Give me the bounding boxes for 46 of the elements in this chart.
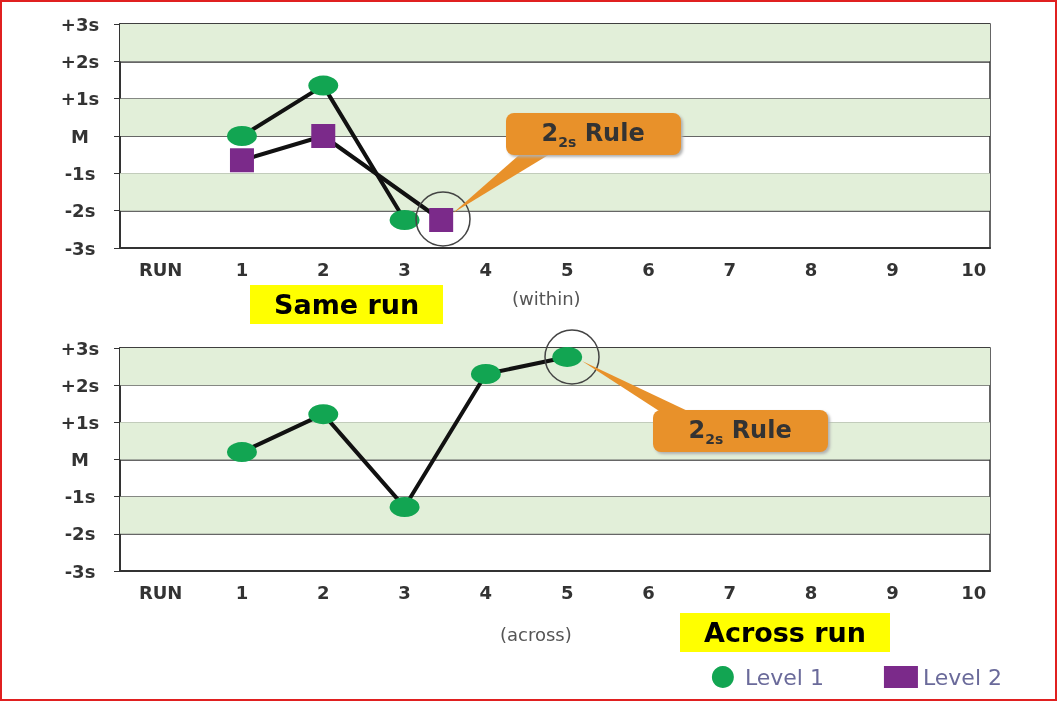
annotation: 2$_{2s}$ Rule [652,409,828,453]
y-tick-label: -2s [64,200,96,222]
y-tick-label: +3s [60,337,100,359]
y-tick-label: +2s [60,50,100,72]
x-tick-label: 7 [723,258,737,280]
x-tick-label: 8 [804,581,818,603]
y-tick-label: +1s [60,88,100,110]
point [229,148,254,173]
y-tick-label: M [71,125,89,147]
y-tick-label: -2s [64,523,96,545]
x-tick-label: 10 [961,258,987,280]
x-tick-label: 10 [961,581,987,603]
legend-label: Level 2 [922,664,1002,690]
text: (within) [512,288,581,309]
y-tick-label: +2s [60,374,100,396]
y-tick-label: M [71,449,89,470]
x-tick-label: 6 [642,581,655,603]
y-tick-label: -3s [64,560,96,582]
annotation: 2$_{2s}$ Rule [505,112,681,156]
text: (across) [500,624,572,645]
legend-label: Level 1 [744,664,824,690]
x-tick-label: 9 [886,258,899,280]
text: Same run [250,285,444,324]
x-tick-label: RUN [138,258,183,280]
text: Across run [680,613,891,652]
x-tick-label: RUN [138,581,183,603]
x-tick-label: 4 [479,258,493,280]
x-tick-label: 5 [560,581,574,603]
x-tick-label: 9 [886,581,899,603]
x-tick-label: 5 [560,258,574,280]
y-tick-label: +3s [60,13,100,35]
y-tick-label: -1s [64,162,96,184]
x-tick-label: 7 [723,581,737,603]
y-tick-label: -1s [64,486,96,508]
x-tick-label: 4 [479,581,493,603]
x-tick-label: 1 [235,258,249,280]
x-tick-label: 1 [235,581,249,603]
x-tick-label: 2 [317,258,330,280]
x-tick-label: 3 [398,258,411,280]
x-tick-label: 8 [804,258,818,280]
y-tick-label: -3s [64,237,96,259]
x-tick-label: 6 [642,258,655,280]
x-tick-label: 2 [317,581,330,603]
y-tick-label: +1s [60,411,100,433]
x-tick-label: 3 [398,581,411,603]
point [311,124,336,148]
